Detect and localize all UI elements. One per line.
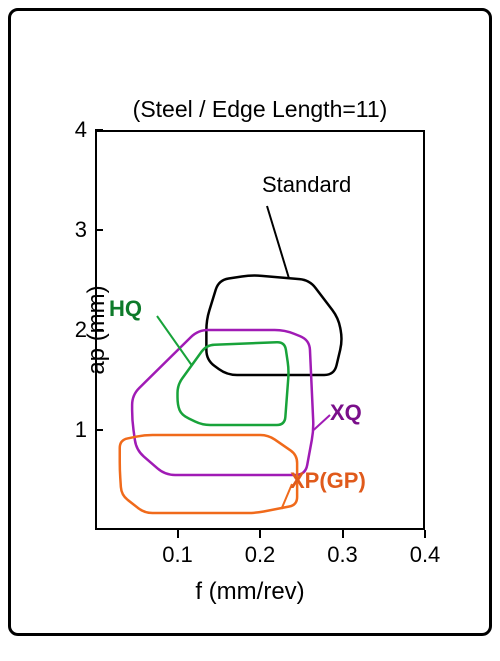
chart-title: (Steel / Edge Length=11) [95, 96, 425, 123]
x-tick-label: 0.1 [162, 542, 193, 568]
region-label-xq: XQ [330, 400, 362, 426]
y-tick-label: 3 [57, 217, 87, 243]
x-tick [424, 530, 426, 538]
y-tick-label: 1 [57, 417, 87, 443]
callout-line [267, 206, 289, 278]
x-tick-label: 0.4 [410, 542, 441, 568]
region-standard [206, 276, 341, 375]
regions-overlay [95, 130, 425, 530]
region-label-xp-gp-: XP(GP) [290, 468, 366, 494]
y-tick-label: 4 [57, 117, 87, 143]
callout-line [314, 415, 330, 430]
x-tick-label: 0.3 [327, 542, 358, 568]
x-tick [342, 530, 344, 538]
x-tick-label: 0.2 [245, 542, 276, 568]
x-axis-title: f (mm/rev) [150, 578, 350, 606]
x-tick [177, 530, 179, 538]
region-label-standard: Standard [262, 172, 351, 198]
region-label-hq: HQ [109, 296, 142, 322]
x-tick [259, 530, 261, 538]
region-hq [178, 342, 289, 425]
